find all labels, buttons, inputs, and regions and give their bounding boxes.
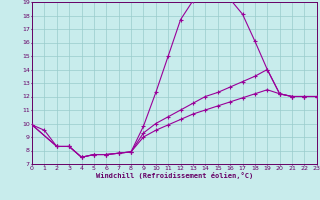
- X-axis label: Windchill (Refroidissement éolien,°C): Windchill (Refroidissement éolien,°C): [96, 172, 253, 179]
